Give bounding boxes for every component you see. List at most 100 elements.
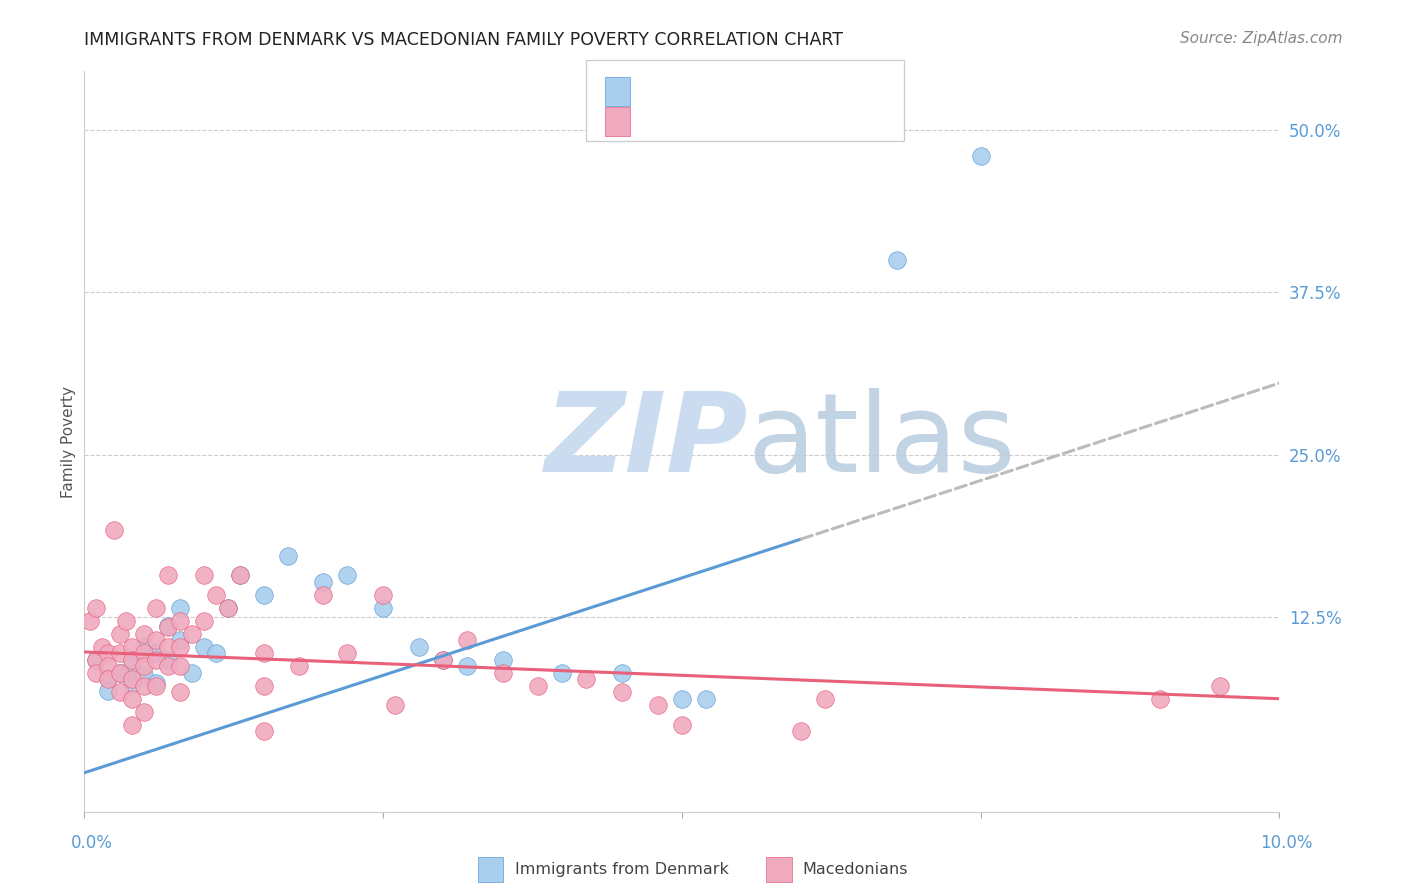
- Point: [169, 659, 191, 673]
- Point: [169, 614, 191, 628]
- Point: [970, 149, 993, 163]
- Point: [132, 705, 156, 719]
- Point: [814, 691, 837, 706]
- Point: [121, 717, 143, 731]
- Point: [121, 640, 143, 654]
- Point: [97, 646, 120, 660]
- Point: [145, 633, 167, 648]
- Point: [612, 685, 634, 699]
- Point: [228, 568, 252, 582]
- Point: [169, 633, 191, 648]
- Text: 0.0%: 0.0%: [70, 834, 112, 852]
- Point: [205, 588, 228, 602]
- Text: 10.0%: 10.0%: [1260, 834, 1313, 852]
- Point: [145, 676, 167, 690]
- Y-axis label: Family Poverty: Family Poverty: [60, 385, 76, 498]
- Point: [373, 600, 395, 615]
- Point: [145, 653, 167, 667]
- Point: [695, 691, 717, 706]
- Point: [384, 698, 406, 713]
- Point: [145, 646, 167, 660]
- Point: [169, 640, 191, 654]
- Point: [132, 627, 156, 641]
- Text: Macedonians: Macedonians: [803, 863, 908, 877]
- Point: [228, 568, 252, 582]
- Text: IMMIGRANTS FROM DENMARK VS MACEDONIAN FAMILY POVERTY CORRELATION CHART: IMMIGRANTS FROM DENMARK VS MACEDONIAN FA…: [84, 31, 844, 49]
- Point: [79, 614, 101, 628]
- Point: [169, 600, 191, 615]
- Point: [115, 614, 138, 628]
- Point: [336, 646, 359, 660]
- Point: [612, 665, 634, 680]
- Point: [312, 574, 335, 589]
- Point: [121, 657, 143, 672]
- Point: [157, 640, 180, 654]
- Point: [181, 627, 204, 641]
- Point: [205, 646, 228, 660]
- Point: [132, 646, 156, 660]
- Point: [132, 659, 156, 673]
- Point: [193, 614, 215, 628]
- Text: R = -0.151: R = -0.151: [641, 109, 731, 127]
- Point: [86, 653, 108, 667]
- Point: [551, 665, 574, 680]
- Text: atlas: atlas: [748, 388, 1017, 495]
- Point: [110, 627, 132, 641]
- Point: [103, 523, 125, 537]
- Point: [86, 653, 108, 667]
- Point: [157, 568, 180, 582]
- Point: [193, 640, 215, 654]
- Point: [373, 588, 395, 602]
- Point: [217, 600, 239, 615]
- Point: [145, 679, 167, 693]
- Point: [671, 691, 693, 706]
- Point: [527, 679, 550, 693]
- Text: Source: ZipAtlas.com: Source: ZipAtlas.com: [1180, 31, 1343, 46]
- Point: [492, 653, 515, 667]
- Point: [253, 646, 276, 660]
- Point: [312, 588, 335, 602]
- Point: [181, 665, 204, 680]
- Point: [253, 588, 276, 602]
- Point: [193, 568, 215, 582]
- Point: [110, 665, 132, 680]
- Point: [456, 633, 478, 648]
- Point: [288, 659, 311, 673]
- Point: [110, 685, 132, 699]
- Point: [575, 672, 598, 686]
- Point: [121, 672, 143, 686]
- Point: [432, 653, 454, 667]
- Point: [86, 600, 108, 615]
- Point: [97, 659, 120, 673]
- Point: [121, 677, 143, 691]
- Point: [647, 698, 669, 713]
- Point: [145, 600, 167, 615]
- Point: [132, 640, 156, 654]
- Point: [121, 653, 143, 667]
- Point: [86, 665, 108, 680]
- Point: [277, 549, 299, 563]
- Point: [97, 671, 120, 685]
- Point: [169, 685, 191, 699]
- Point: [886, 252, 908, 267]
- Point: [217, 600, 239, 615]
- Point: [132, 679, 156, 693]
- Point: [1149, 691, 1171, 706]
- Point: [253, 724, 276, 739]
- Point: [157, 659, 180, 673]
- Point: [110, 665, 132, 680]
- Text: N = 62: N = 62: [733, 109, 790, 127]
- Point: [157, 619, 180, 633]
- Text: ZIP: ZIP: [544, 388, 748, 495]
- Point: [432, 653, 454, 667]
- Point: [157, 620, 180, 634]
- Point: [97, 672, 120, 686]
- Point: [671, 717, 693, 731]
- Point: [336, 568, 359, 582]
- Text: R = 0.697: R = 0.697: [641, 74, 724, 92]
- Point: [253, 679, 276, 693]
- Text: Immigrants from Denmark: Immigrants from Denmark: [515, 863, 728, 877]
- Point: [456, 659, 478, 673]
- Point: [408, 640, 430, 654]
- Point: [97, 684, 120, 698]
